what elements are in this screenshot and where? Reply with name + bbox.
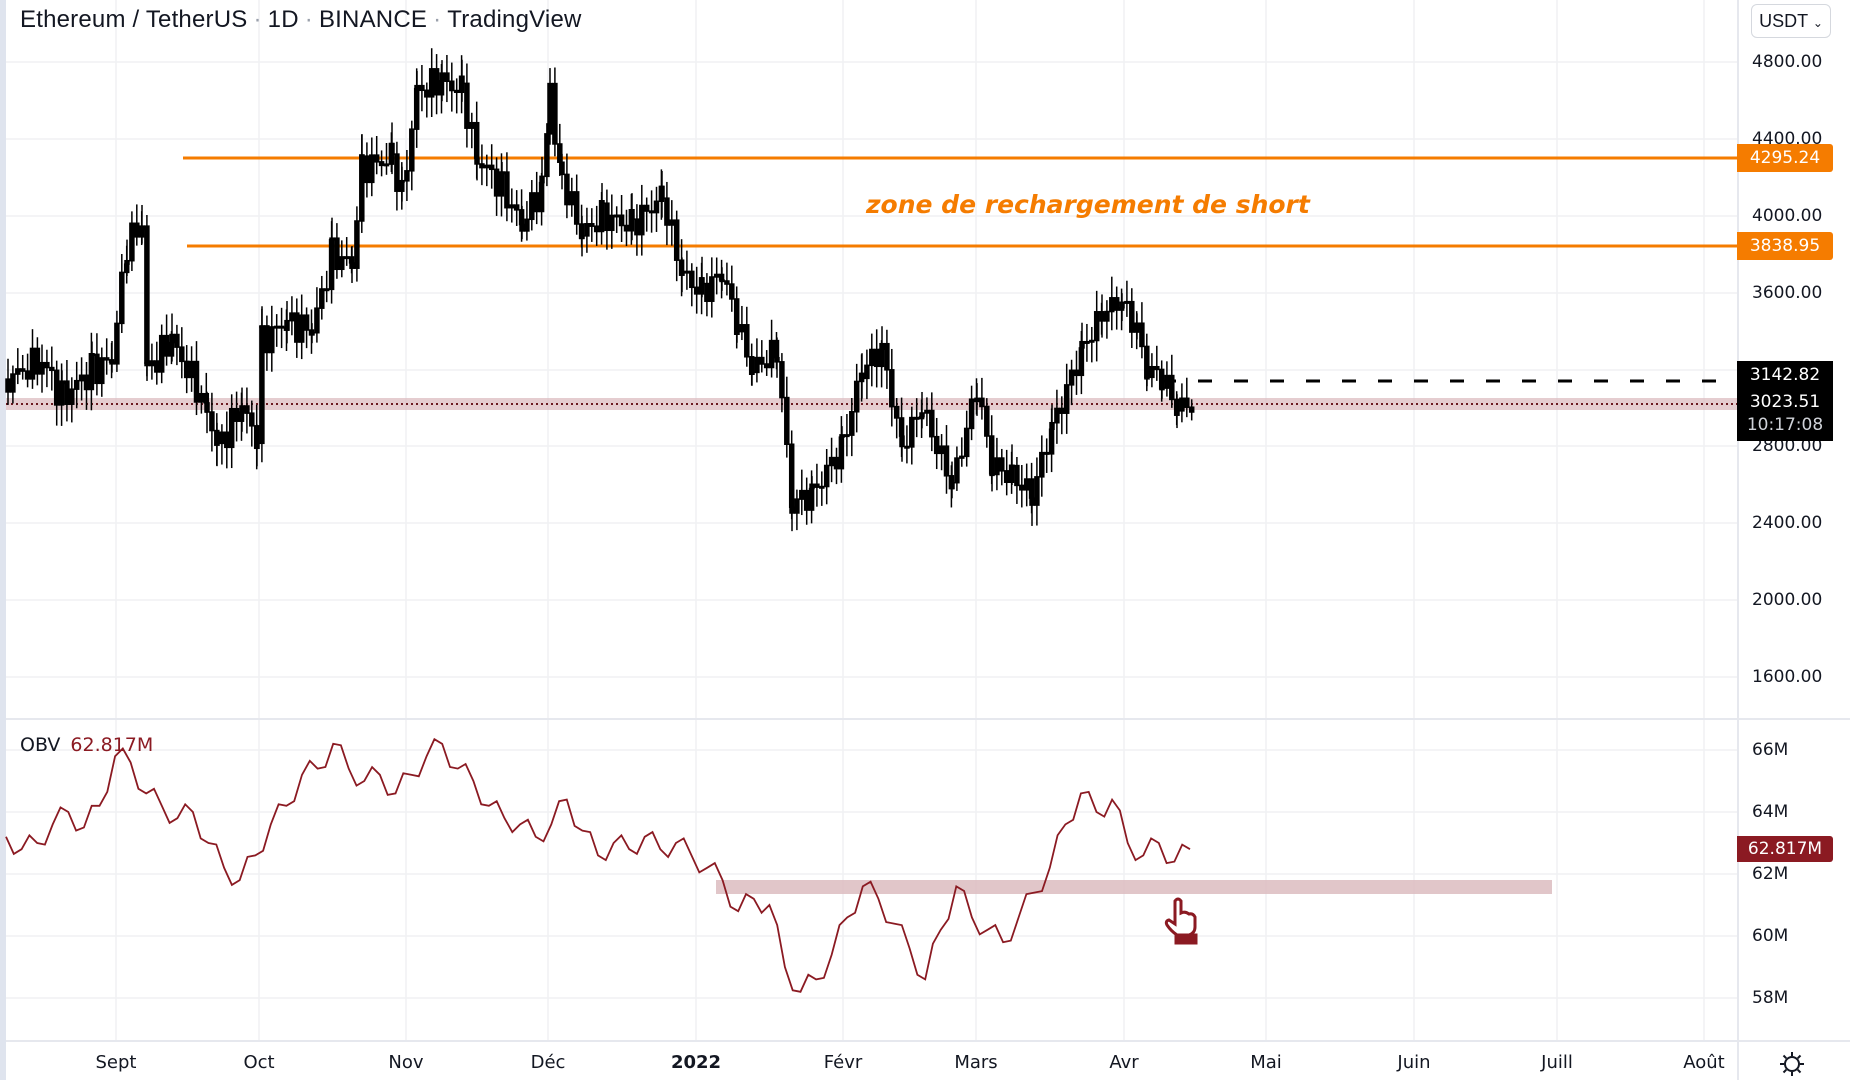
price-tick: 4000.00: [1752, 206, 1823, 226]
exchange: BINANCE: [318, 6, 428, 33]
left-edge-strip: [0, 0, 6, 1080]
source: TradingView: [447, 6, 582, 33]
price-tick: 1600.00: [1752, 667, 1823, 687]
time-label: Mai: [1250, 1052, 1282, 1073]
price-candles: [5, 48, 1195, 532]
time-label: Sept: [95, 1052, 137, 1073]
obv-tick: 60M: [1752, 926, 1789, 946]
price-tick: 3600.00: [1752, 283, 1823, 303]
price-tick: 2400.00: [1752, 513, 1823, 533]
price-tag-4295[interactable]: 4295.24: [1737, 144, 1833, 172]
obv-support-band: [716, 880, 1552, 894]
obv-legend[interactable]: OBV 62.817M: [20, 734, 153, 756]
obv-grid: [6, 749, 1737, 999]
time-label: Avr: [1109, 1052, 1139, 1073]
time-axis-divider: [6, 1040, 1850, 1042]
obv-name: OBV: [20, 734, 61, 756]
interval[interactable]: 1D: [267, 6, 299, 33]
chevron-down-icon: ⌄: [1812, 16, 1823, 30]
price-tick: 2000.00: [1752, 590, 1823, 610]
time-label: Juin: [1397, 1052, 1431, 1073]
time-label-year: 2022: [670, 1052, 722, 1073]
last-price-box: 3142.82 3023.51 10:17:08: [1737, 361, 1833, 441]
obv-tick: 62M: [1752, 864, 1789, 884]
obv-value-tag: 62.817M: [1737, 836, 1833, 862]
price-tag-3838[interactable]: 3838.95: [1737, 232, 1833, 260]
countdown-label: 10:17:08: [1746, 415, 1824, 435]
time-label: Nov: [388, 1052, 424, 1073]
chart-title: Ethereum / TetherUS · 1D · BINANCE · TradingVi…: [20, 6, 582, 33]
currency-dropdown[interactable]: USDT ⌄: [1751, 4, 1831, 38]
price-grid: [6, 61, 1737, 678]
time-label: Oct: [243, 1052, 275, 1073]
obv-tick: 66M: [1752, 740, 1789, 760]
settings-gear-icon[interactable]: [1778, 1050, 1806, 1078]
obv-line: [5, 737, 1191, 993]
hand-pointer-icon: [1164, 897, 1198, 945]
price-tick: 4800.00: [1752, 52, 1823, 72]
last-price-label: 3023.51: [1749, 392, 1821, 412]
zone-annotation[interactable]: zone de rechargement de short: [866, 190, 1310, 219]
price-axis-divider: [1737, 0, 1739, 1080]
obv-tick: 64M: [1752, 802, 1789, 822]
time-label: Févr: [823, 1052, 863, 1073]
obv-value: 62.817M: [70, 734, 154, 756]
symbol-name[interactable]: Ethereum / TetherUS: [20, 6, 248, 33]
price-tick: 2800.00: [1752, 436, 1823, 456]
time-label: Déc: [530, 1052, 566, 1073]
time-label: Août: [1683, 1052, 1725, 1073]
time-label: Mars: [954, 1052, 998, 1073]
obv-tick: 58M: [1752, 988, 1789, 1008]
time-label: Juill: [1541, 1052, 1573, 1073]
pane-divider[interactable]: [6, 718, 1850, 720]
dashed-level-label: 3142.82: [1749, 365, 1821, 385]
currency-label: USDT: [1759, 11, 1808, 31]
